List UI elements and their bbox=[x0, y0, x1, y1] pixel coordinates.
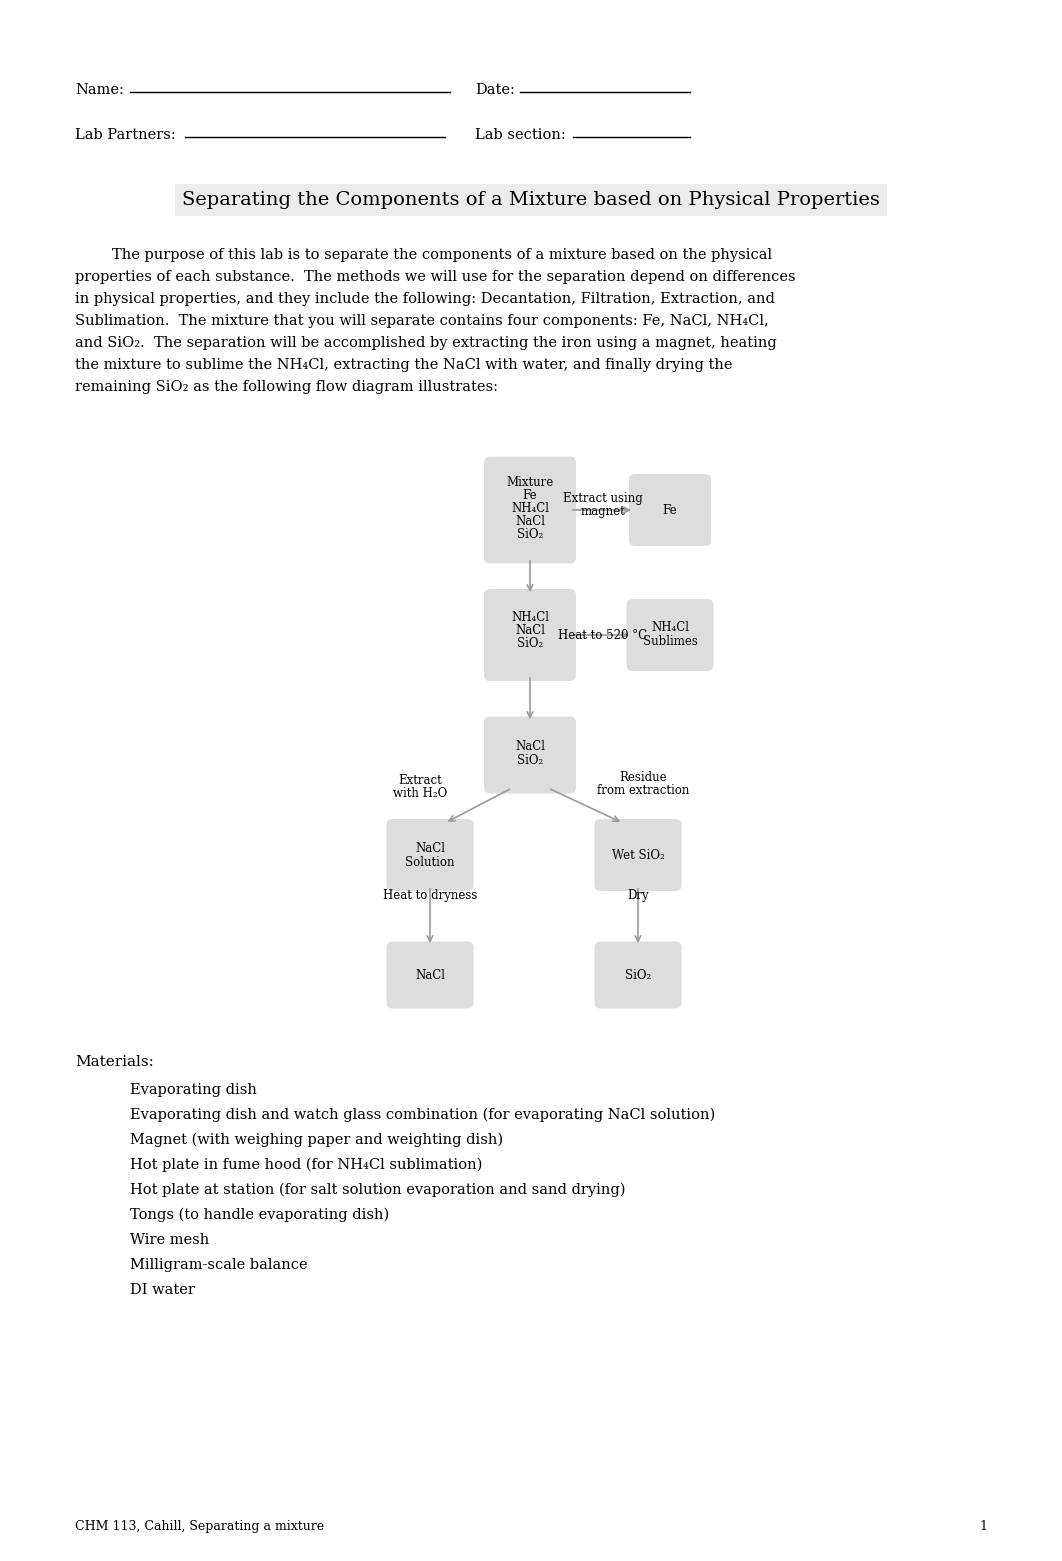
Text: Tongs (to handle evaporating dish): Tongs (to handle evaporating dish) bbox=[130, 1208, 390, 1222]
FancyBboxPatch shape bbox=[629, 475, 710, 546]
Text: NH₄Cl: NH₄Cl bbox=[651, 621, 689, 634]
Text: Fe: Fe bbox=[523, 489, 537, 501]
Text: NaCl: NaCl bbox=[515, 740, 545, 752]
FancyBboxPatch shape bbox=[484, 716, 576, 793]
Text: magnet: magnet bbox=[581, 504, 626, 518]
FancyBboxPatch shape bbox=[595, 820, 682, 891]
Text: Evaporating dish and watch glass combination (for evaporating NaCl solution): Evaporating dish and watch glass combina… bbox=[130, 1108, 715, 1122]
Text: Name:: Name: bbox=[75, 83, 124, 97]
FancyBboxPatch shape bbox=[484, 588, 576, 681]
Text: Residue: Residue bbox=[619, 771, 667, 784]
Text: Heat to dryness: Heat to dryness bbox=[382, 888, 477, 902]
Text: NH₄Cl: NH₄Cl bbox=[511, 501, 549, 515]
Text: Solution: Solution bbox=[406, 855, 455, 868]
Text: Hot plate at station (for salt solution evaporation and sand drying): Hot plate at station (for salt solution … bbox=[130, 1183, 626, 1197]
Text: SiO₂: SiO₂ bbox=[517, 637, 543, 649]
Text: NaCl: NaCl bbox=[415, 841, 445, 854]
Text: The purpose of this lab is to separate the components of a mixture based on the : The purpose of this lab is to separate t… bbox=[75, 248, 772, 262]
Text: Sublimation.  The mixture that you will separate contains four components: Fe, N: Sublimation. The mixture that you will s… bbox=[75, 314, 769, 328]
Text: Fe: Fe bbox=[663, 504, 678, 517]
Text: NH₄Cl: NH₄Cl bbox=[511, 610, 549, 623]
Text: Evaporating dish: Evaporating dish bbox=[130, 1083, 257, 1097]
Text: Materials:: Materials: bbox=[75, 1055, 154, 1069]
FancyBboxPatch shape bbox=[387, 820, 474, 891]
Text: and SiO₂.  The separation will be accomplished by extracting the iron using a ma: and SiO₂. The separation will be accompl… bbox=[75, 336, 776, 350]
Text: NaCl: NaCl bbox=[515, 515, 545, 528]
Text: Mixture: Mixture bbox=[507, 476, 553, 489]
Text: Lab Partners:: Lab Partners: bbox=[75, 128, 175, 142]
Text: Wet SiO₂: Wet SiO₂ bbox=[612, 849, 665, 862]
Text: Sublimes: Sublimes bbox=[643, 634, 698, 648]
Text: remaining SiO₂ as the following flow diagram illustrates:: remaining SiO₂ as the following flow dia… bbox=[75, 379, 498, 393]
Text: Extract using: Extract using bbox=[563, 492, 643, 504]
Text: Dry: Dry bbox=[628, 888, 649, 902]
FancyBboxPatch shape bbox=[387, 941, 474, 1008]
Text: the mixture to sublime the NH₄Cl, extracting the NaCl with water, and finally dr: the mixture to sublime the NH₄Cl, extrac… bbox=[75, 357, 733, 372]
Text: CHM 113, Cahill, Separating a mixture: CHM 113, Cahill, Separating a mixture bbox=[75, 1520, 324, 1533]
Text: DI water: DI water bbox=[130, 1283, 194, 1297]
FancyBboxPatch shape bbox=[595, 941, 682, 1008]
Text: Milligram-scale balance: Milligram-scale balance bbox=[130, 1258, 308, 1272]
Text: Date:: Date: bbox=[475, 83, 515, 97]
FancyBboxPatch shape bbox=[627, 599, 714, 671]
Text: Hot plate in fume hood (for NH₄Cl sublimation): Hot plate in fume hood (for NH₄Cl sublim… bbox=[130, 1158, 482, 1172]
Text: NaCl: NaCl bbox=[415, 968, 445, 982]
FancyBboxPatch shape bbox=[484, 456, 576, 564]
Text: in physical properties, and they include the following: Decantation, Filtration,: in physical properties, and they include… bbox=[75, 292, 775, 306]
Text: Heat to 520 °C: Heat to 520 °C bbox=[559, 629, 648, 642]
Text: NaCl: NaCl bbox=[515, 623, 545, 637]
Text: properties of each substance.  The methods we will use for the separation depend: properties of each substance. The method… bbox=[75, 270, 795, 284]
Text: with H₂O: with H₂O bbox=[393, 787, 447, 799]
Text: SiO₂: SiO₂ bbox=[517, 528, 543, 540]
Text: SiO₂: SiO₂ bbox=[517, 754, 543, 766]
Text: SiO₂: SiO₂ bbox=[624, 968, 651, 982]
Text: 1: 1 bbox=[979, 1520, 987, 1533]
Text: Magnet (with weighing paper and weighting dish): Magnet (with weighing paper and weightin… bbox=[130, 1133, 503, 1147]
Text: Extract: Extract bbox=[398, 774, 442, 787]
Text: Lab section:: Lab section: bbox=[475, 128, 566, 142]
Text: from extraction: from extraction bbox=[597, 784, 689, 796]
Text: Wire mesh: Wire mesh bbox=[130, 1233, 209, 1247]
Text: Separating the Components of a Mixture based on Physical Properties: Separating the Components of a Mixture b… bbox=[182, 190, 880, 209]
